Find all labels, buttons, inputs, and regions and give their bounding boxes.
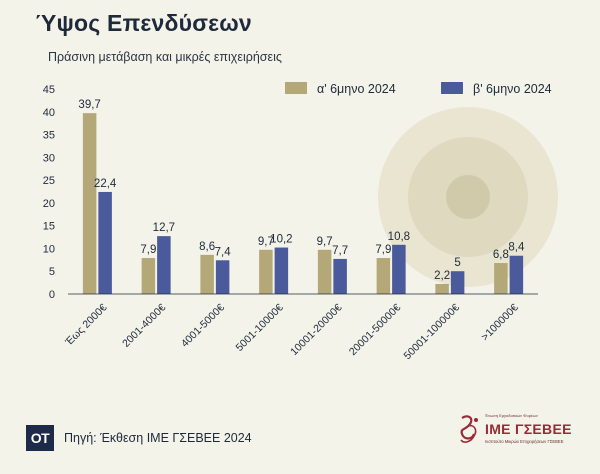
bars: 39,722,47,912,78,6 7,49,710,2 9,77,7 7,910,… — [78, 99, 525, 295]
y-tick-label: 30 — [43, 152, 55, 164]
x-tick-label: 4001-5000€ — [179, 302, 227, 350]
bar-a-4 — [317, 249, 332, 294]
x-tick-label: 50001-100000€ — [401, 302, 462, 363]
legend-swatch — [285, 82, 307, 94]
ime-name: ΙΜΕ ΓΣΕΒΕΕ — [485, 421, 572, 437]
data-label: 7,7 — [332, 245, 348, 257]
ot-logo: ΟΤ — [26, 425, 54, 451]
y-tick-label: 35 — [43, 130, 55, 142]
chart-title: Ύψος Επενδύσεων — [35, 10, 252, 36]
bar-b-0 — [98, 191, 112, 294]
y-tick-label: 10 — [43, 243, 55, 255]
bar-a-6 — [435, 283, 449, 294]
legend-label: β' 6μηνο 2024 — [473, 82, 552, 96]
bar-chart: α' 6μηνο 2024 β' 6μηνο 2024 0 5 10 15 20 25 30 3… — [43, 82, 558, 363]
bar-b-1 — [157, 236, 171, 294]
bar-b-4 — [333, 258, 347, 294]
data-label: 22,4 — [94, 178, 117, 190]
bar-a-0 — [82, 113, 97, 295]
y-tick-label: 20 — [43, 198, 55, 210]
bar-b-2 — [215, 260, 230, 294]
bar-b-6 — [450, 271, 465, 294]
y-tick-label: 40 — [43, 107, 55, 119]
bar-a-2 — [200, 254, 214, 294]
x-tick-label: >100000€ — [479, 302, 521, 344]
x-tick-label: 20001-50000€ — [347, 302, 403, 358]
bar-a-5 — [376, 258, 391, 294]
x-tick-label: 2001-4000€ — [120, 302, 168, 350]
ime-small-text: Ένωση Εργοδοτικών Φορέων — [485, 413, 538, 418]
legend-label: α' 6μηνο 2024 — [317, 82, 396, 96]
y-tick-label: 0 — [49, 289, 55, 301]
data-label: 5 — [454, 257, 460, 269]
y-tick-label: 25 — [43, 175, 55, 187]
chart-subtitle: Πράσινη μετάβαση και μικρές επιχειρήσεις — [48, 50, 282, 64]
bar-a-1 — [141, 258, 156, 294]
x-tick-label: 10001-20000€ — [288, 302, 344, 358]
data-label: 8,4 — [508, 242, 525, 254]
x-tick-label: Έως 2000€ — [62, 302, 109, 349]
data-label: 6,8 — [493, 249, 509, 261]
bar-b-7 — [509, 255, 524, 294]
y-tick-label: 15 — [43, 221, 55, 233]
x-tick-label: 5001-10000€ — [233, 302, 285, 354]
data-label: 2,2 — [434, 270, 450, 282]
ime-gsevee-logo-icon — [460, 415, 478, 443]
data-label: 7,4 — [215, 246, 232, 258]
data-label: 12,7 — [153, 222, 175, 234]
source-note: Πηγή: Έκθεση ΙΜΕ ΓΣΕΒΕΕ 2024 — [64, 431, 252, 445]
y-axis: 0 5 10 15 20 25 30 35 40 45 — [43, 84, 55, 301]
data-label: 39,7 — [78, 99, 100, 111]
decorative-circles — [378, 107, 558, 287]
x-axis: Έως 2000€ 2001-4000€ 4001-5000€ 5001-10000€… — [62, 293, 538, 363]
legend-swatch — [441, 82, 463, 94]
y-tick-label: 45 — [43, 84, 55, 96]
legend: α' 6μηνο 2024 β' 6μηνο 2024 — [285, 82, 552, 96]
data-label: 9,7 — [258, 236, 274, 248]
bar-b-3 — [274, 247, 289, 294]
y-tick-label: 5 — [49, 266, 55, 278]
bar-a-3 — [259, 249, 273, 294]
data-label: 9,7 — [317, 236, 333, 248]
bar-a-7 — [494, 263, 508, 294]
data-label: 8,6 — [199, 241, 215, 253]
data-label: 7,9 — [140, 244, 156, 256]
data-label: 7,9 — [375, 244, 391, 256]
data-label: 10,2 — [270, 234, 292, 246]
data-label: 10,8 — [388, 231, 410, 243]
ime-subtitle: Ινστιτούτο Μικρών Επιχειρήσεων ΓΣΕΒΕΕ — [485, 439, 564, 444]
bar-b-5 — [392, 244, 406, 294]
